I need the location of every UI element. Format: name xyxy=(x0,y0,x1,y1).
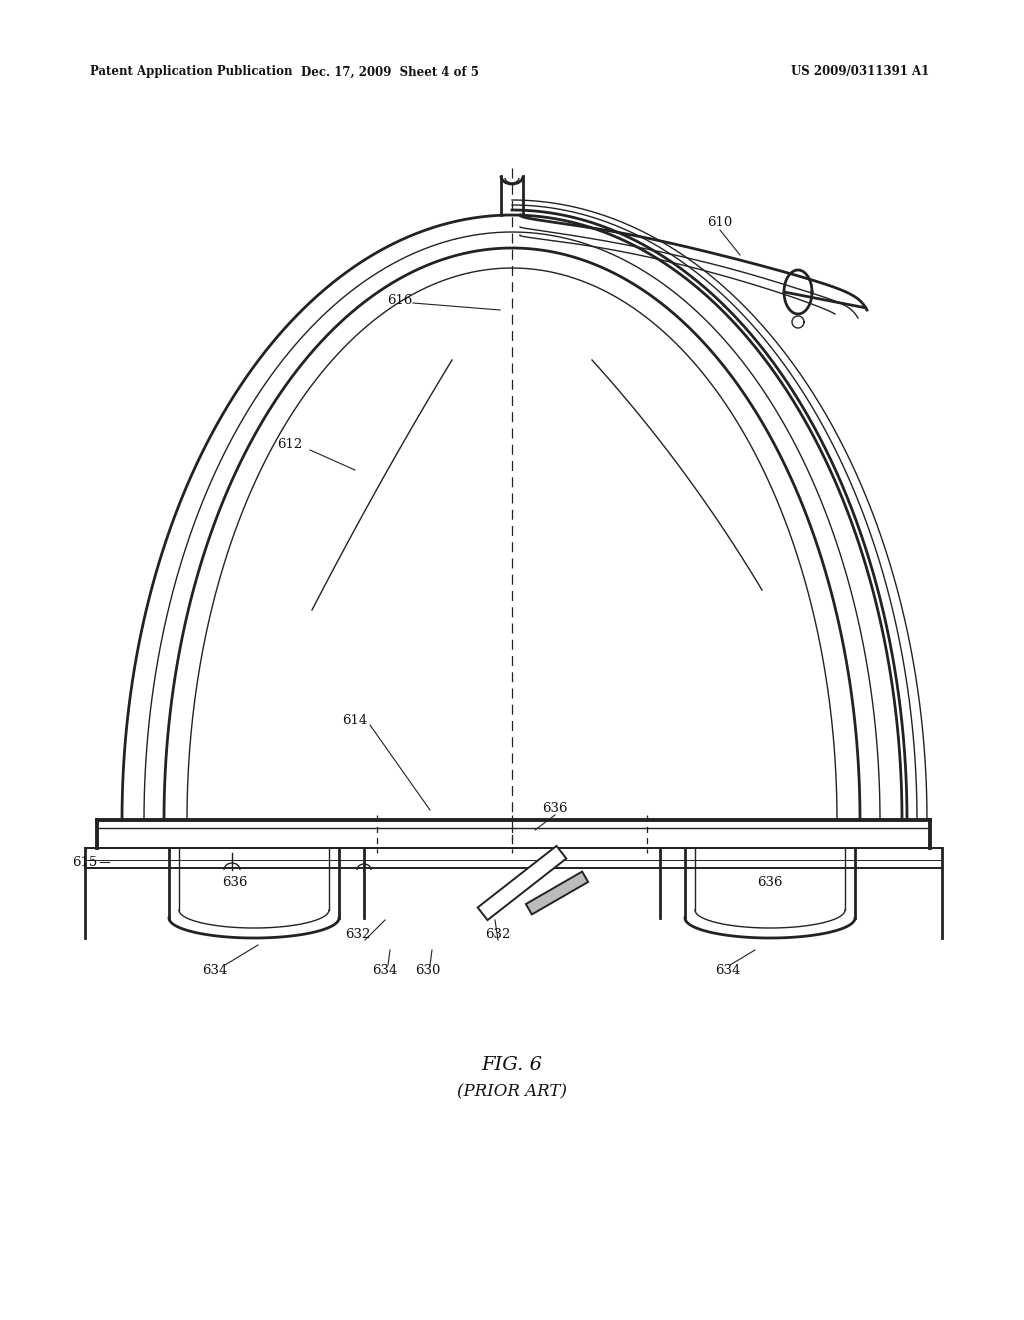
Text: 612: 612 xyxy=(278,438,303,451)
Text: 636: 636 xyxy=(758,875,782,888)
Text: 632: 632 xyxy=(485,928,511,941)
Text: 616: 616 xyxy=(387,293,413,306)
Text: 634: 634 xyxy=(373,964,397,977)
Text: 636: 636 xyxy=(222,875,248,888)
Text: 636: 636 xyxy=(543,801,567,814)
Text: (PRIOR ART): (PRIOR ART) xyxy=(457,1084,567,1101)
Text: Patent Application Publication: Patent Application Publication xyxy=(90,66,293,78)
Text: 615: 615 xyxy=(73,855,97,869)
Polygon shape xyxy=(526,871,588,915)
Text: 634: 634 xyxy=(203,964,227,977)
Polygon shape xyxy=(477,846,566,920)
Text: 634: 634 xyxy=(716,964,740,977)
Text: 614: 614 xyxy=(342,714,368,726)
Text: 632: 632 xyxy=(345,928,371,941)
Text: 630: 630 xyxy=(416,964,440,977)
Text: US 2009/0311391 A1: US 2009/0311391 A1 xyxy=(791,66,929,78)
Text: Dec. 17, 2009  Sheet 4 of 5: Dec. 17, 2009 Sheet 4 of 5 xyxy=(301,66,479,78)
Text: 610: 610 xyxy=(708,215,732,228)
Text: FIG. 6: FIG. 6 xyxy=(481,1056,543,1074)
